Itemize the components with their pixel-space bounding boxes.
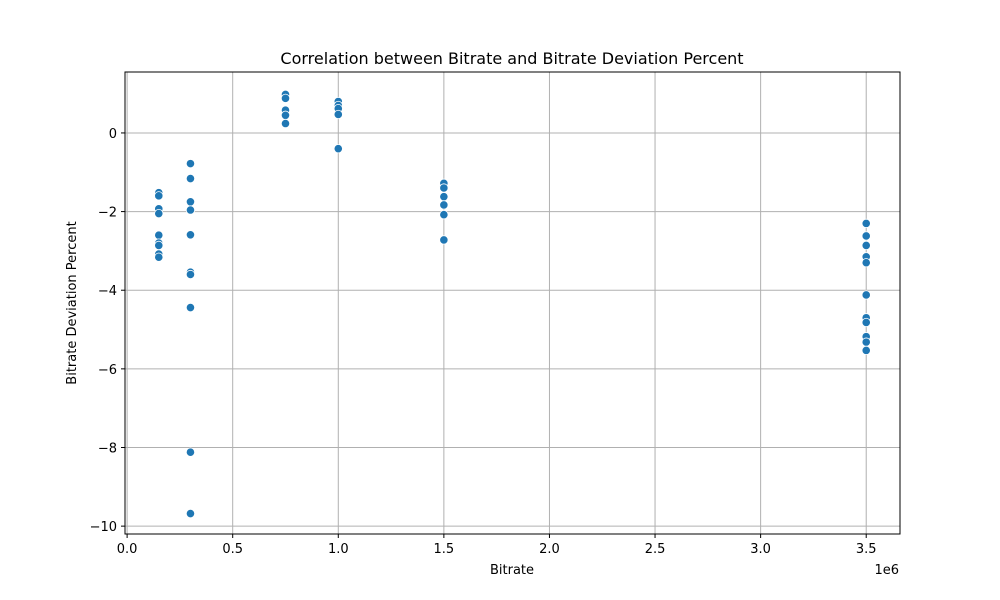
data-point [861, 258, 871, 268]
y-tick-label: −2 [98, 206, 117, 221]
x-tick-label: 3.0 [750, 542, 771, 557]
data-point [861, 337, 871, 347]
x-axis-offset-label: 1e6 [874, 563, 899, 578]
data-point [861, 345, 871, 355]
data-point [439, 210, 449, 220]
data-point [861, 240, 871, 250]
x-tick-label: 2.5 [645, 542, 666, 557]
y-axis-label: Bitrate Deviation Percent [65, 221, 80, 384]
data-point [861, 317, 871, 328]
y-tick-label: −10 [90, 520, 117, 535]
data-point [154, 208, 164, 219]
data-point [185, 508, 196, 519]
data-point [439, 235, 449, 245]
x-tick-label: 3.5 [856, 542, 877, 557]
data-point [861, 231, 871, 241]
data-point [185, 205, 196, 215]
grid [125, 72, 900, 534]
data-point [185, 269, 196, 280]
data-point [280, 93, 291, 103]
plot-area-frame [124, 71, 901, 535]
axis-ticks: 0.0 0.5 1.0 1.5 2.0 2.5 3.0 3.5 −10 −8 −6 −4 −2 0 [90, 127, 877, 557]
data-point [439, 183, 449, 193]
x-tick-label: 0.0 [117, 542, 138, 557]
x-tick-label: 1.0 [328, 542, 349, 557]
y-tick-label: −4 [98, 284, 117, 299]
x-tick-label: 1.5 [434, 542, 455, 557]
data-point [439, 200, 449, 210]
data-point [185, 173, 196, 184]
data-point [861, 218, 871, 228]
data-point [185, 447, 196, 457]
y-tick-label: −8 [98, 441, 117, 456]
data-point [185, 230, 196, 240]
data-point [154, 191, 164, 201]
y-tick-label: −6 [98, 363, 117, 378]
data-point [154, 252, 164, 262]
data-point [154, 230, 164, 240]
data-point [185, 302, 196, 313]
data-point [185, 197, 196, 207]
data-point [333, 144, 343, 154]
data-point [280, 110, 291, 120]
data-point [439, 192, 449, 202]
x-axis-label: Bitrate [490, 563, 534, 578]
data-point [185, 159, 196, 169]
data-point [861, 290, 871, 300]
data-point [154, 240, 164, 250]
x-tick-label: 2.0 [539, 542, 560, 557]
data-points [154, 89, 871, 519]
x-tick-label: 0.5 [222, 542, 243, 557]
y-tick-label: 0 [109, 127, 117, 142]
data-point [333, 109, 343, 120]
chart-title: Correlation between Bitrate and Bitrate … [280, 49, 743, 68]
data-point [280, 118, 291, 129]
